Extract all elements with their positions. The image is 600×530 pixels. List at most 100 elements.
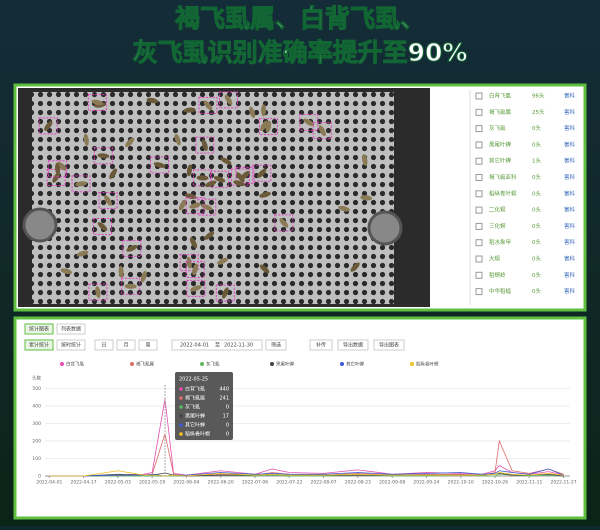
insect	[249, 106, 256, 119]
button[interactable]	[24, 323, 54, 335]
date-range[interactable]	[171, 339, 263, 351]
insect	[233, 180, 245, 187]
title-line: 灰飞虱识别准确率提升至90%	[133, 38, 468, 67]
insect	[174, 133, 181, 146]
species-count: 0头	[532, 140, 541, 148]
checkbox[interactable]	[475, 141, 483, 149]
x-tick-label: 2022-07-22	[276, 480, 302, 486]
y-tick-label: 200	[32, 439, 41, 445]
detection-box	[198, 96, 218, 114]
button[interactable]	[337, 339, 369, 351]
tooltip-name: 其它叶蝉	[185, 422, 205, 429]
species-name: 白背飞虱	[489, 92, 512, 100]
button[interactable]	[265, 339, 287, 351]
species-count: 1头	[532, 157, 541, 165]
insect	[350, 262, 360, 272]
date-sep: 至	[215, 343, 220, 349]
species-count: 0头	[532, 287, 541, 295]
species-tag: 害科	[564, 140, 576, 148]
species-tag: 害科	[564, 271, 576, 279]
insect	[189, 202, 201, 209]
insect	[118, 265, 124, 278]
series-line	[49, 473, 564, 477]
button-label: 导出图表	[379, 342, 399, 349]
species-count: 0头	[532, 206, 541, 214]
button-label: 导出数据	[343, 342, 363, 349]
x-tick-label: 2022-05-19	[139, 480, 165, 486]
y-tick-label: 0	[38, 474, 41, 480]
insect	[196, 175, 209, 181]
x-tick-label: 2022-07-06	[242, 480, 268, 486]
x-tick-label: 2022-09-08	[379, 480, 405, 486]
checkbox[interactable]	[475, 239, 483, 247]
species-name: 褐飞虱属	[489, 108, 511, 116]
detection-box	[38, 117, 58, 135]
species-name: 灰飞虱	[489, 124, 506, 132]
button[interactable]	[138, 339, 158, 351]
button[interactable]	[309, 339, 333, 351]
detection-box	[195, 136, 215, 154]
checkbox[interactable]	[475, 108, 483, 116]
series-line	[49, 468, 564, 477]
detection-box	[122, 239, 142, 257]
legend-marker	[270, 362, 274, 366]
tooltip-marker	[179, 432, 183, 436]
species-tag: 害科	[564, 222, 576, 230]
species-count: 0头	[532, 124, 541, 132]
checkbox[interactable]	[475, 174, 483, 181]
tooltip-name: 灰飞虱	[185, 404, 200, 411]
detection-box	[219, 91, 239, 109]
insect	[220, 157, 232, 165]
button[interactable]	[94, 339, 114, 351]
x-tick-label: 2022-04-17	[70, 480, 96, 486]
detection-box	[210, 170, 230, 188]
insect	[178, 199, 187, 211]
checkbox[interactable]	[475, 206, 483, 214]
insect	[75, 181, 88, 187]
tooltip-value: 241	[219, 396, 229, 402]
x-tick-label: 2022-10-26	[482, 480, 508, 486]
insect	[44, 120, 53, 131]
y-tick-label: 100	[32, 456, 41, 462]
checkbox[interactable]	[475, 157, 483, 165]
x-tick-label: 2022-08-07	[310, 480, 336, 486]
insect	[360, 195, 373, 201]
x-tick-label: 2022-11-11	[516, 480, 542, 486]
legend-label: 黑尾叶蝉	[276, 361, 294, 368]
tooltip-date: 2022-05-25	[179, 377, 208, 383]
detection-box	[121, 277, 141, 295]
tooltip-value: 17	[223, 414, 229, 420]
detection-box	[312, 122, 332, 140]
species-tag: 害科	[564, 108, 576, 116]
button[interactable]	[116, 339, 136, 351]
button-label: 日	[101, 343, 106, 349]
insect	[318, 125, 326, 137]
insect	[338, 205, 350, 212]
legend-label: 褐飞虱属	[136, 361, 154, 368]
checkbox[interactable]	[475, 125, 483, 133]
checkbox[interactable]	[475, 288, 483, 296]
detection-box	[71, 175, 91, 193]
species-tag: 害科	[564, 189, 576, 197]
species-name: 三化螟	[489, 222, 506, 230]
button[interactable]	[373, 339, 405, 351]
detection-box	[93, 147, 113, 165]
insect	[97, 222, 108, 231]
date: 2022-11-30	[224, 343, 253, 349]
bolt	[22, 207, 58, 243]
button[interactable]	[56, 339, 86, 351]
checkbox[interactable]	[475, 271, 483, 279]
button-label: 筛选	[271, 342, 281, 349]
checkbox[interactable]	[475, 190, 483, 198]
button[interactable]	[24, 339, 54, 351]
checkbox[interactable]	[475, 92, 483, 100]
button[interactable]	[56, 323, 86, 335]
checkbox[interactable]	[475, 222, 483, 230]
detection-box	[150, 156, 170, 174]
series-line	[49, 398, 564, 477]
detection-box	[93, 218, 113, 236]
species-tag: 害科	[564, 238, 576, 246]
checkbox[interactable]	[475, 255, 483, 263]
series-line	[49, 470, 564, 477]
